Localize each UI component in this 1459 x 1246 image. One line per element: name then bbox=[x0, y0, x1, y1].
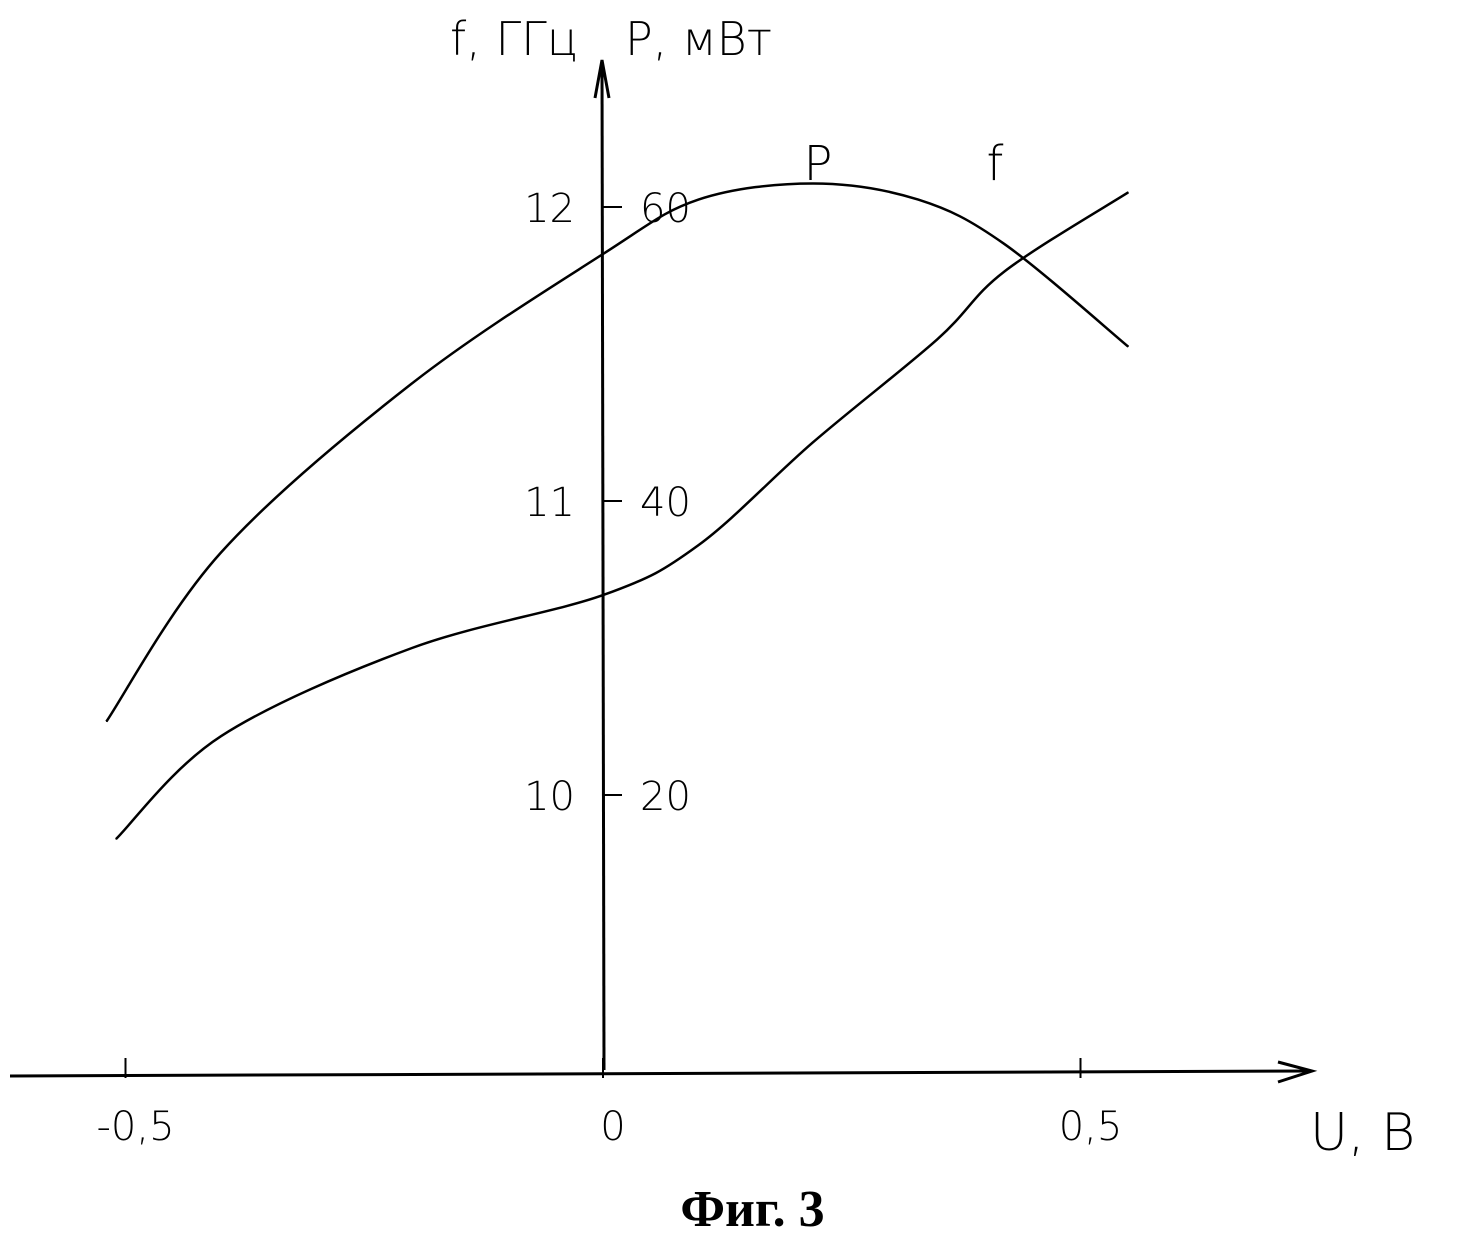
y-tick-label-f: 11 bbox=[524, 480, 575, 526]
series-line-f bbox=[115, 191, 1129, 840]
y-axis-label-f: f, ГГц bbox=[450, 12, 578, 66]
x-axis-arrow bbox=[1277, 1060, 1318, 1084]
x-tick-label: 0,5 bbox=[1059, 1104, 1123, 1150]
data-point-P bbox=[220, 551, 222, 553]
data-point-P bbox=[105, 721, 107, 722]
series-label-f: f bbox=[987, 136, 1004, 192]
x-ticks: -0,5 0 0,5 bbox=[96, 1058, 1122, 1150]
data-point-P bbox=[411, 382, 413, 384]
data-point-P bbox=[1127, 346, 1129, 348]
figure-caption: Фиг. 3 bbox=[680, 1181, 825, 1238]
series-label-P: P bbox=[804, 136, 833, 192]
series-line-P bbox=[105, 182, 1130, 723]
x-tick-label: -0,5 bbox=[96, 1104, 174, 1150]
data-point-P bbox=[917, 199, 919, 201]
data-point-f bbox=[411, 647, 413, 649]
data-point-f bbox=[1127, 191, 1129, 193]
data-point-f bbox=[602, 594, 604, 596]
data-point-f bbox=[1003, 271, 1005, 273]
data-point-f bbox=[220, 735, 222, 737]
data-point-f bbox=[936, 338, 938, 340]
y-tick-label-p: 20 bbox=[640, 774, 691, 820]
x-tick-label: 0 bbox=[600, 1104, 625, 1150]
axes bbox=[9, 59, 1318, 1084]
data-point-f bbox=[812, 441, 814, 443]
y-axis-arrow bbox=[593, 59, 611, 99]
data-point-f bbox=[698, 544, 699, 546]
data-point-P bbox=[602, 253, 604, 255]
x-axis-label: U, В bbox=[1310, 1103, 1415, 1163]
x-axis-line bbox=[9, 1069, 1311, 1078]
y-tick-label-f: 10 bbox=[524, 774, 575, 820]
y-tick-label-f: 12 bbox=[524, 186, 575, 232]
data-point-P bbox=[1003, 243, 1005, 245]
y-axis-label-p: P, мВт bbox=[625, 12, 772, 66]
data-point-f bbox=[115, 838, 117, 840]
y-axis-line bbox=[600, 64, 606, 1071]
data-point-P bbox=[812, 182, 814, 184]
data-point-P bbox=[698, 199, 699, 201]
y-tick-label-p: 40 bbox=[640, 480, 691, 526]
